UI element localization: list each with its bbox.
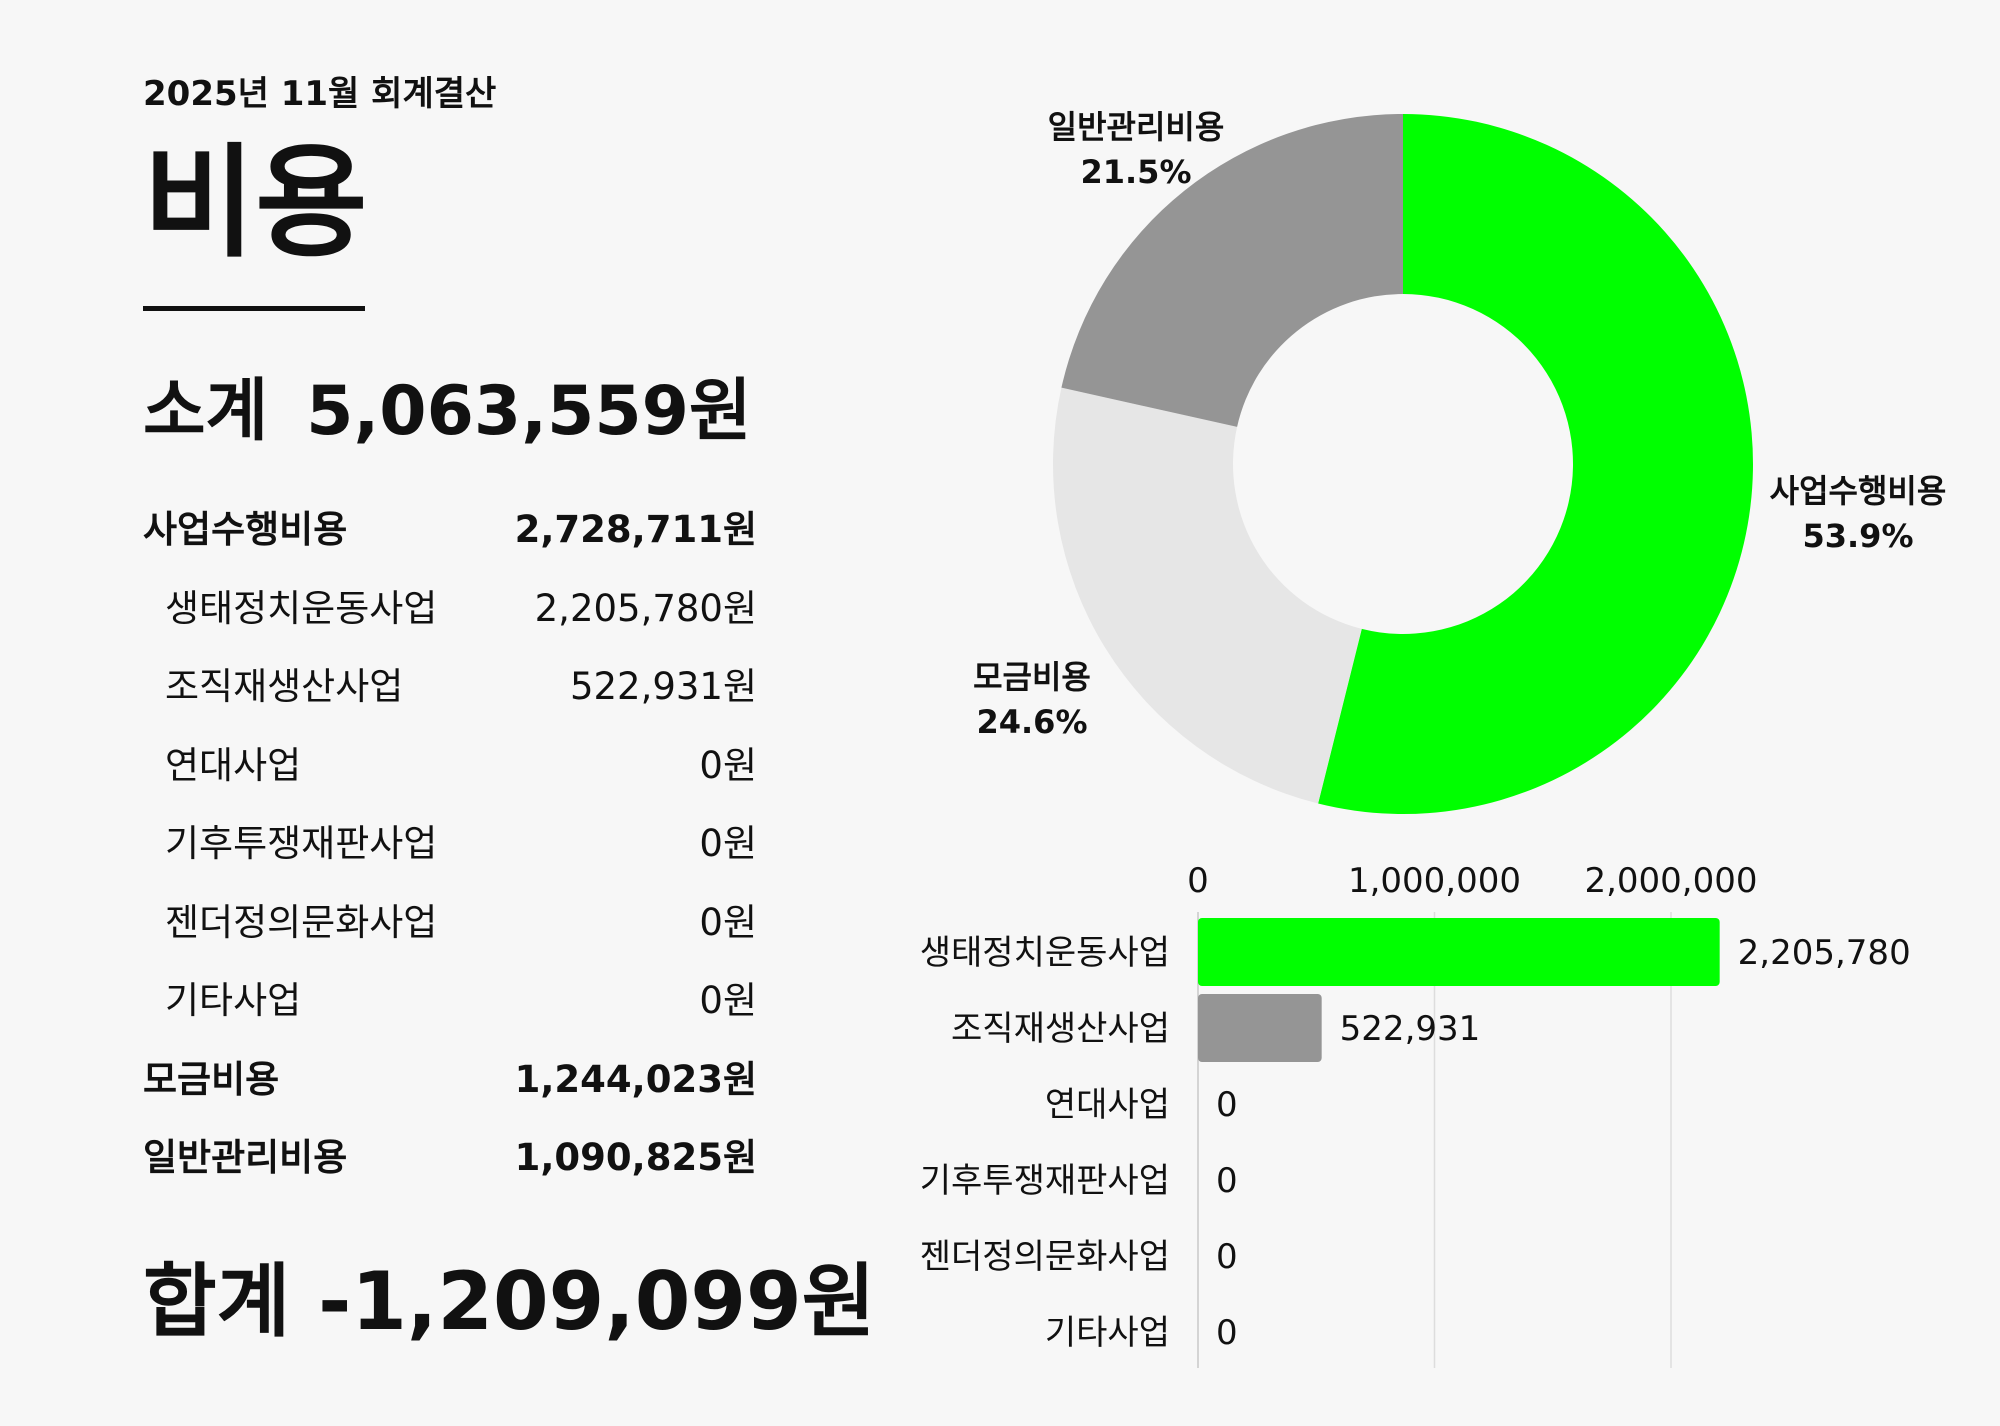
bar-category-label: 생태정치운동사업 xyxy=(920,933,1170,973)
bar-value-label: 0 xyxy=(1216,1313,1238,1353)
page-title: 비용 xyxy=(143,132,368,274)
expense-row: 모금비용 1,244,023원 xyxy=(143,1048,757,1127)
x-tick-label: 2,000,000 xyxy=(1584,861,1757,901)
bar-value-label: 0 xyxy=(1216,1237,1238,1277)
bar-category-label: 연대사업 xyxy=(1045,1085,1170,1125)
donut-slice-name: 사업수행비용 xyxy=(1770,472,1947,510)
bar-value-label: 0 xyxy=(1216,1161,1238,1201)
report-subtitle: 2025년 11월 회계결산 xyxy=(143,74,497,114)
expense-row: 사업수행비용 2,728,711원 xyxy=(143,498,757,577)
expense-label: 일반관리비용 xyxy=(143,1136,348,1179)
expense-row: 기타사업 0원 xyxy=(143,969,757,1048)
expense-row: 일반관리비용 1,090,825원 xyxy=(143,1126,757,1205)
x-tick-label: 1,000,000 xyxy=(1348,861,1521,901)
expense-label: 생태정치운동사업 xyxy=(165,586,438,630)
expense-value: 0원 xyxy=(699,900,757,944)
expense-value: 0원 xyxy=(699,979,757,1022)
x-tick-label: 0 xyxy=(1187,861,1209,901)
bar-value-label: 0 xyxy=(1216,1085,1238,1125)
expense-label: 사업수행비용 xyxy=(143,508,348,551)
donut-slice-name: 일반관리비용 xyxy=(1048,108,1225,146)
donut-slice-percent: 53.9% xyxy=(1802,517,1913,555)
bar xyxy=(1198,918,1720,986)
donut-slice-name: 모금비용 xyxy=(973,658,1091,696)
expense-value: 0원 xyxy=(699,822,757,865)
bar-category-label: 조직재생산사업 xyxy=(951,1009,1170,1049)
expense-label: 연대사업 xyxy=(165,743,302,787)
subtotal-line: 소계 5,063,559원 xyxy=(143,378,752,446)
subtotal-amount: 5,063,559원 xyxy=(306,372,752,451)
donut-chart: 사업수행비용 53.9% 모금비용 24.6% 일반관리비용 21.5% xyxy=(973,108,1947,815)
expense-label: 모금비용 xyxy=(143,1057,280,1101)
total-line: 합계 -1,209,099원 xyxy=(143,1262,875,1342)
donut-slice xyxy=(1061,114,1403,427)
expense-row: 생태정치운동사업 2,205,780원 xyxy=(143,577,757,656)
expense-label: 기후투쟁재판사업 xyxy=(165,822,438,865)
expense-row: 젠더정의문화사업 0원 xyxy=(143,891,757,970)
expense-value: 2,205,780원 xyxy=(534,586,757,630)
expense-label: 젠더정의문화사업 xyxy=(165,900,438,944)
subtotal-label: 소계 xyxy=(143,372,269,451)
expense-value: 1,090,825원 xyxy=(514,1136,757,1179)
total-label: 합계 xyxy=(143,1255,291,1348)
expense-row: 연대사업 0원 xyxy=(143,734,757,813)
title-underline xyxy=(143,306,365,311)
bar-category-label: 기후투쟁재판사업 xyxy=(920,1161,1170,1201)
bar-value-label: 522,931 xyxy=(1340,1009,1481,1049)
summary-panel: 2025년 11월 회계결산 비용 소계 5,063,559원 사업수행비용 2,7… xyxy=(0,0,875,1426)
donut-slice-percent: 24.6% xyxy=(976,703,1087,741)
expense-value: 522,931원 xyxy=(569,665,757,708)
bar-chart: 0 1,000,000 2,000,000 생태정치운동사업 2,205,780 조직재생… xyxy=(920,861,1911,1368)
donut-slice xyxy=(1052,387,1362,804)
bar-value-label: 2,205,780 xyxy=(1738,933,1911,973)
bar xyxy=(1198,994,1322,1062)
expense-row: 조직재생산사업 522,931원 xyxy=(143,655,757,734)
expense-value: 2,728,711원 xyxy=(514,508,757,551)
expense-value: 0원 xyxy=(699,743,757,787)
bar-category-label: 젠더정의문화사업 xyxy=(920,1237,1170,1277)
donut-slice xyxy=(1318,114,1753,815)
expense-label: 기타사업 xyxy=(165,979,302,1022)
donut-slice-percent: 21.5% xyxy=(1080,153,1191,191)
expense-value: 1,244,023원 xyxy=(514,1057,757,1101)
total-amount: -1,209,099원 xyxy=(318,1255,876,1348)
bar-category-label: 기타사업 xyxy=(1045,1313,1170,1353)
expense-row: 기후투쟁재판사업 0원 xyxy=(143,812,757,891)
expense-label: 조직재생산사업 xyxy=(165,665,404,708)
